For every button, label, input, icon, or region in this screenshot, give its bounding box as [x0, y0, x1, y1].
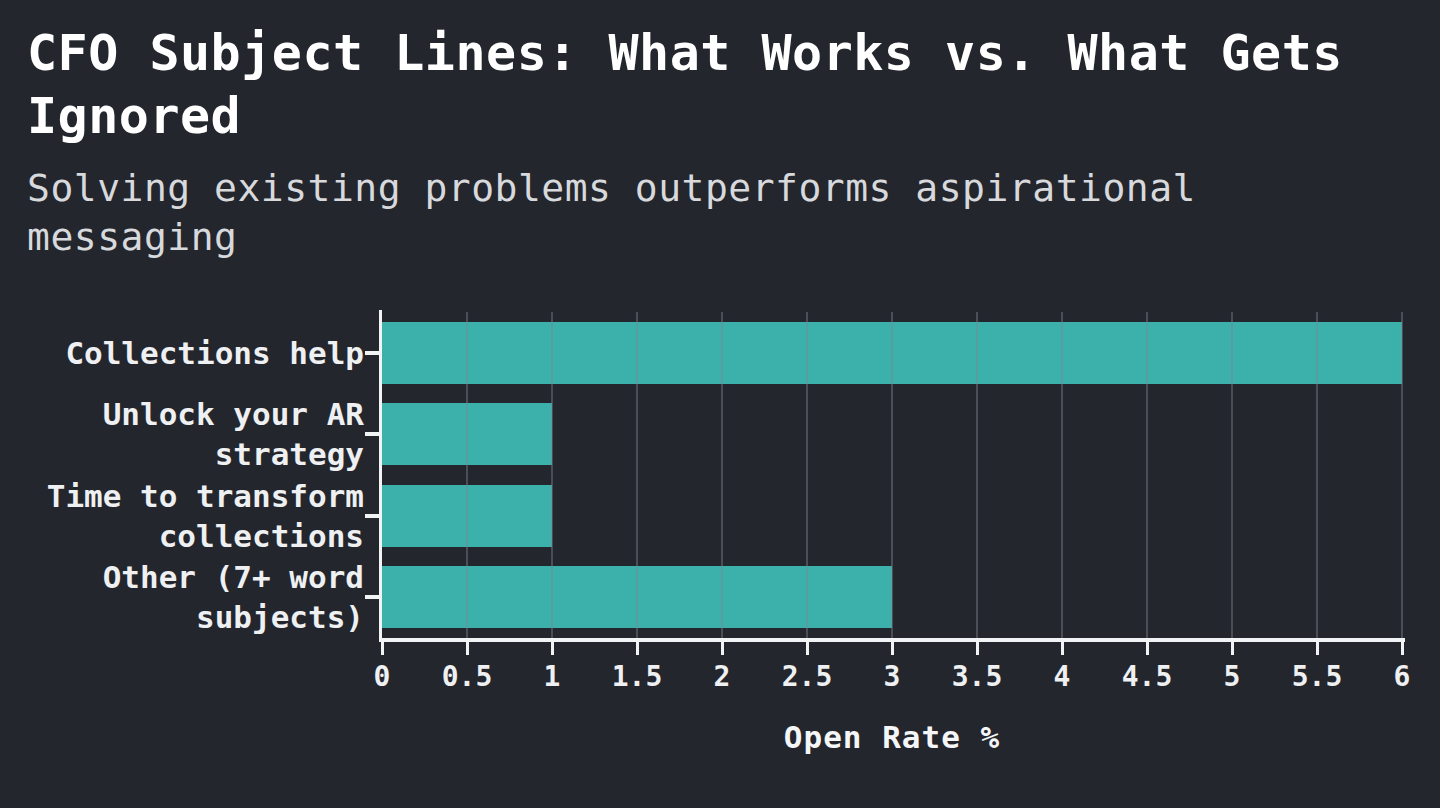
chart-figure: CFO Subject Lines: What Works vs. What G… [0, 0, 1440, 808]
gridline [976, 312, 978, 638]
gridline [551, 312, 553, 638]
category-label-0: Collections help [12, 333, 364, 373]
gridline [1401, 312, 1403, 638]
x-tick [976, 642, 979, 655]
gridline [466, 312, 468, 638]
x-tick [381, 642, 384, 655]
x-tick [1316, 642, 1319, 655]
x-tick [891, 642, 894, 655]
chart-subtitle: Solving existing problems outperforms as… [27, 164, 1307, 262]
x-tick [551, 642, 554, 655]
category-label-3: Other (7+ word subjects) [12, 557, 364, 637]
chart-title: CFO Subject Lines: What Works vs. What G… [27, 22, 1387, 148]
gridline [1061, 312, 1063, 638]
x-tick [1401, 642, 1404, 655]
plot-area: 00.511.522.533.544.555.56 Collections he… [382, 312, 1402, 638]
x-tick [721, 642, 724, 655]
y-tick [365, 514, 379, 518]
x-tick [466, 642, 469, 655]
x-axis-title: Open Rate % [382, 719, 1402, 755]
category-label-2: Time to transform collections [12, 476, 364, 556]
gridline [636, 312, 638, 638]
x-tick [806, 642, 809, 655]
gridline [721, 312, 723, 638]
x-tick [1146, 642, 1149, 655]
y-axis-line [379, 310, 382, 641]
gridline [1316, 312, 1318, 638]
x-tick-label: 6 [1342, 660, 1440, 693]
gridline [806, 312, 808, 638]
x-tick [1061, 642, 1064, 655]
y-tick [365, 432, 379, 436]
gridline [1146, 312, 1148, 638]
x-tick [636, 642, 639, 655]
y-tick [365, 595, 379, 599]
category-label-1: Unlock your AR strategy [12, 394, 364, 474]
x-tick [1231, 642, 1234, 655]
gridline [891, 312, 893, 638]
gridline [1231, 312, 1233, 638]
y-tick [365, 351, 379, 355]
